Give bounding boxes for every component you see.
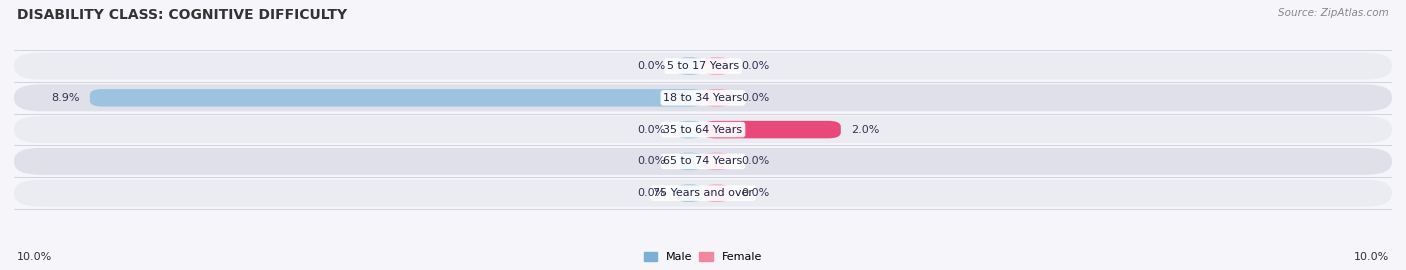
Text: 5 to 17 Years: 5 to 17 Years [666, 61, 740, 71]
FancyBboxPatch shape [703, 121, 841, 138]
Text: 8.9%: 8.9% [51, 93, 80, 103]
FancyBboxPatch shape [675, 121, 703, 138]
FancyBboxPatch shape [703, 89, 731, 107]
FancyBboxPatch shape [675, 57, 703, 75]
Text: 0.0%: 0.0% [637, 188, 665, 198]
Text: DISABILITY CLASS: COGNITIVE DIFFICULTY: DISABILITY CLASS: COGNITIVE DIFFICULTY [17, 8, 347, 22]
FancyBboxPatch shape [703, 184, 731, 202]
Legend: Male, Female: Male, Female [640, 247, 766, 266]
FancyBboxPatch shape [675, 184, 703, 202]
Text: 0.0%: 0.0% [637, 61, 665, 71]
Text: 0.0%: 0.0% [637, 156, 665, 166]
Text: 0.0%: 0.0% [741, 93, 769, 103]
FancyBboxPatch shape [14, 53, 1392, 80]
FancyBboxPatch shape [90, 89, 703, 107]
FancyBboxPatch shape [14, 116, 1392, 143]
Text: 0.0%: 0.0% [741, 188, 769, 198]
Text: 75 Years and over: 75 Years and over [652, 188, 754, 198]
Text: 35 to 64 Years: 35 to 64 Years [664, 124, 742, 135]
Text: 10.0%: 10.0% [17, 252, 52, 262]
Text: 10.0%: 10.0% [1354, 252, 1389, 262]
FancyBboxPatch shape [14, 148, 1392, 175]
FancyBboxPatch shape [14, 180, 1392, 207]
FancyBboxPatch shape [14, 84, 1392, 111]
Text: 65 to 74 Years: 65 to 74 Years [664, 156, 742, 166]
Text: Source: ZipAtlas.com: Source: ZipAtlas.com [1278, 8, 1389, 18]
FancyBboxPatch shape [703, 57, 731, 75]
FancyBboxPatch shape [675, 153, 703, 170]
Text: 18 to 34 Years: 18 to 34 Years [664, 93, 742, 103]
Text: 2.0%: 2.0% [851, 124, 880, 135]
Text: 0.0%: 0.0% [741, 61, 769, 71]
FancyBboxPatch shape [703, 153, 731, 170]
Text: 0.0%: 0.0% [741, 156, 769, 166]
Text: 0.0%: 0.0% [637, 124, 665, 135]
